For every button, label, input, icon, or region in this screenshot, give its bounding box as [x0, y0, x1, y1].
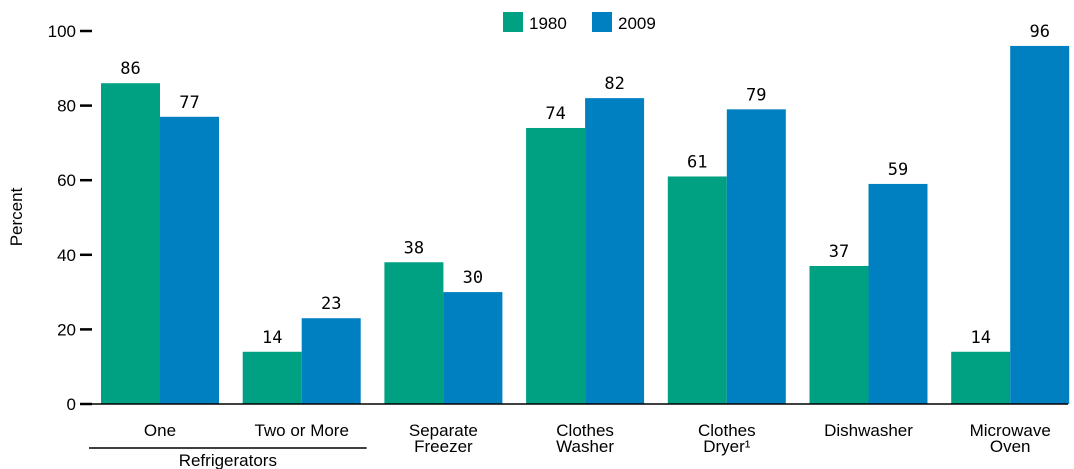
category-label: One: [144, 421, 176, 440]
category-label: Oven: [990, 437, 1031, 456]
category-labels: One Two or More SeparateFreezerClothesWash…: [144, 421, 1051, 456]
bar-1980: [951, 351, 1011, 404]
y-tick-label: 60: [57, 171, 76, 190]
category-label: Two or More: [254, 421, 348, 440]
bar-2009: [1010, 45, 1070, 405]
category-label: Clothes: [698, 421, 756, 440]
legend-label: 2009: [618, 14, 656, 33]
bar-2009: [868, 183, 928, 404]
y-tick-label: 20: [57, 320, 76, 339]
y-axis-title: Percent: [7, 187, 26, 246]
value-label: 96: [1029, 22, 1049, 42]
bar-1980: [526, 127, 586, 404]
legend-swatch-1980: [503, 12, 523, 32]
bar-1980: [667, 176, 727, 404]
category-label: Dryer¹: [703, 437, 751, 456]
value-label: 14: [970, 328, 990, 348]
bar-2009: [301, 318, 361, 404]
y-tick-label: 80: [57, 97, 76, 116]
category-label: Washer: [556, 437, 614, 456]
bar-1980: [384, 262, 444, 404]
bar-2009: [443, 292, 503, 404]
y-axis: 0 20 40 60 80 100: [48, 22, 92, 414]
value-label: 86: [120, 59, 140, 79]
value-label: 23: [321, 294, 341, 314]
value-label: 79: [746, 85, 766, 105]
group-label-text: Refrigerators: [179, 451, 277, 469]
category-label: Freezer: [414, 437, 473, 456]
value-label: 82: [604, 74, 624, 94]
value-label: 37: [829, 242, 849, 262]
bar-1980: [242, 351, 302, 404]
value-label: 77: [179, 93, 199, 113]
bar-2009: [585, 98, 645, 404]
value-labels: 86 77 14 23 38 30 74 82 61 79 37 59 14 96: [120, 22, 1050, 348]
y-tick-label: 0: [67, 395, 76, 414]
refrigerators-group: Refrigerators: [89, 447, 367, 469]
category-label: Dishwasher: [824, 421, 913, 440]
legend: 1980 2009: [503, 12, 656, 33]
category-label: Clothes: [556, 421, 614, 440]
value-label: 61: [687, 152, 707, 172]
value-label: 59: [888, 160, 908, 180]
bars: [101, 45, 1070, 405]
value-label: 38: [404, 238, 424, 258]
bar-2009: [160, 116, 219, 404]
category-label: Separate: [409, 421, 478, 440]
bar-2009: [726, 109, 786, 404]
legend-label: 1980: [529, 14, 567, 33]
y-tick-label: 100: [48, 22, 76, 41]
y-tick-label: 40: [57, 246, 76, 265]
value-label: 14: [262, 328, 282, 348]
value-label: 74: [545, 104, 565, 124]
category-label: Microwave: [970, 421, 1051, 440]
bar-1980: [101, 83, 160, 404]
bar-1980: [809, 265, 869, 404]
legend-swatch-2009: [592, 12, 612, 32]
value-label: 30: [463, 268, 483, 288]
